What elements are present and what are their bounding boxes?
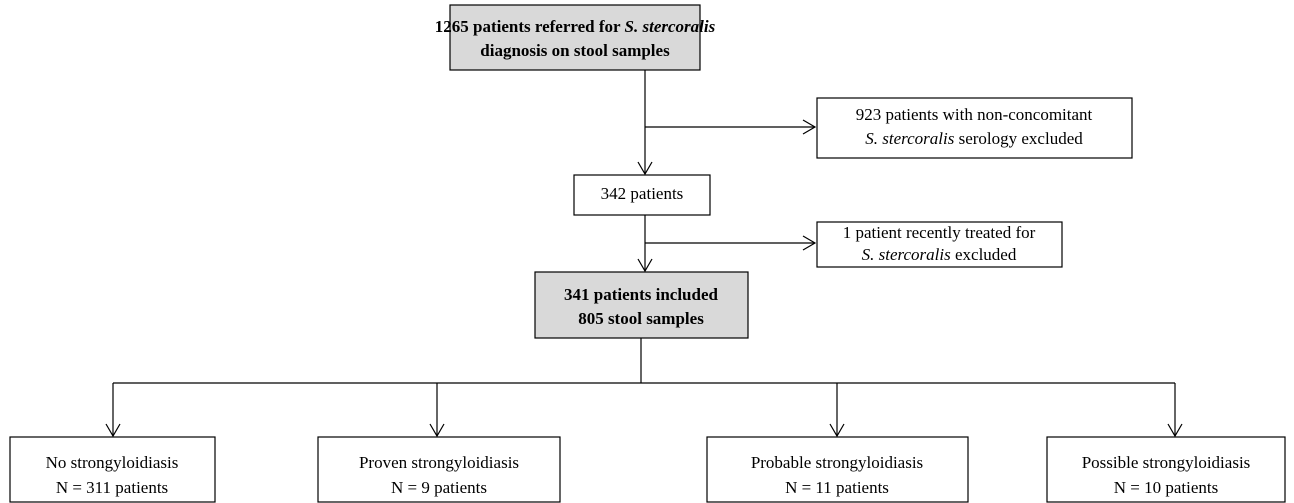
box-text: 1 patient recently treated for xyxy=(843,223,1036,242)
connectors xyxy=(105,70,1183,438)
box xyxy=(534,271,749,339)
text: 1265 patients referred for xyxy=(435,17,625,36)
box-text: N = 11 patients xyxy=(785,478,889,497)
box-text: N = 311 patients xyxy=(56,478,168,497)
box-text: 1265 patients referred for S. stercorali… xyxy=(435,17,716,36)
box-text: 342 patients xyxy=(601,184,684,203)
box xyxy=(816,97,1133,159)
box xyxy=(449,4,701,71)
box-text: Probable strongyloidiasis xyxy=(751,453,923,472)
box-text: N = 10 patients xyxy=(1114,478,1219,497)
box xyxy=(816,221,1063,268)
box-text: S. stercoralis serology excluded xyxy=(865,129,1083,148)
box xyxy=(1046,436,1286,503)
box xyxy=(573,174,711,216)
box-text: N = 9 patients xyxy=(391,478,487,497)
text: serology excluded xyxy=(954,129,1083,148)
box-text: S. stercoralis excluded xyxy=(862,245,1017,264)
box xyxy=(9,436,216,503)
box-text: No strongyloidiasis xyxy=(46,453,179,472)
text: excluded xyxy=(951,245,1017,264)
box-text: diagnosis on stool samples xyxy=(480,41,670,60)
box-text: Possible strongyloidiasis xyxy=(1082,453,1251,472)
box-text: 923 patients with non-concomitant xyxy=(856,105,1093,124)
box xyxy=(317,436,561,503)
text: S. stercoralis xyxy=(862,245,951,264)
box xyxy=(706,436,969,503)
text: S. stercoralis xyxy=(865,129,954,148)
box-text: 805 stool samples xyxy=(578,309,704,328)
text: S. stercoralis xyxy=(625,17,716,36)
box-text: 341 patients included xyxy=(564,285,719,304)
box-text: Proven strongyloidiasis xyxy=(359,453,519,472)
